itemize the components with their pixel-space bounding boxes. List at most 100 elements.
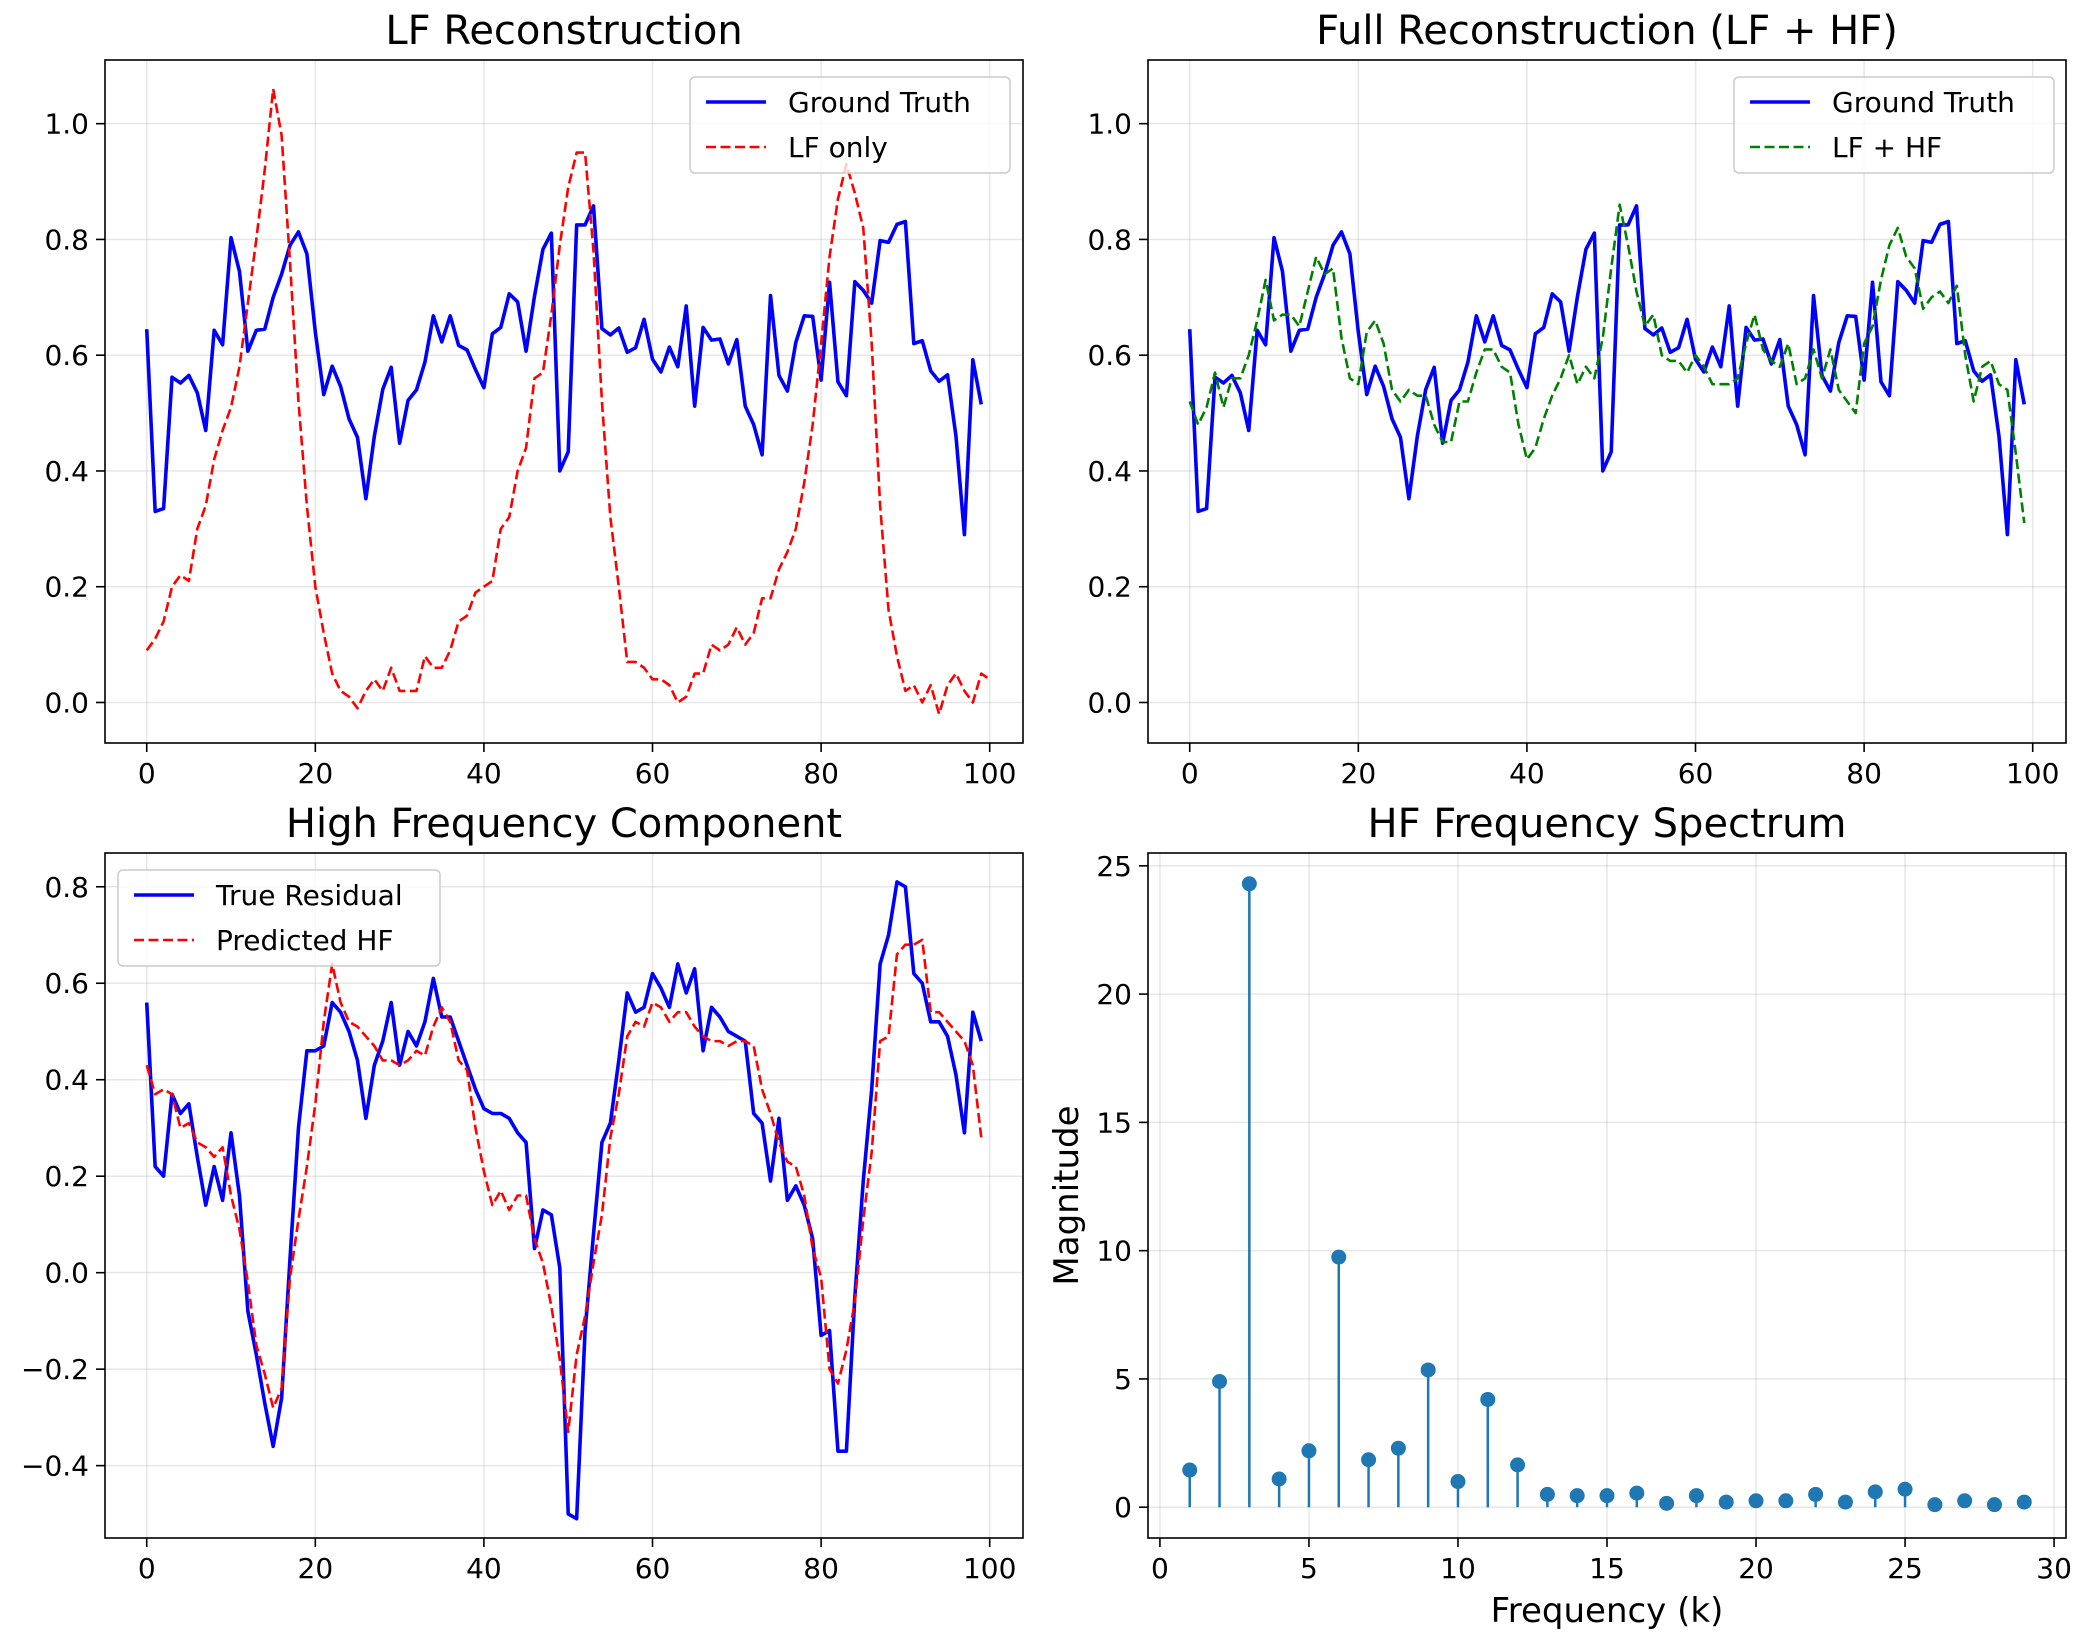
y-tick-label: 5	[1114, 1363, 1132, 1396]
panel-lf: 0 20 40 60 80 100 0.0 0.2 0.4 0.6 0.8 1.0 LF Reconst…	[44, 8, 1024, 790]
x-tick-label: 0	[1151, 1552, 1169, 1585]
x-tick-label: 25	[1887, 1552, 1923, 1585]
x-tick-label: 20	[298, 757, 334, 790]
legend-label: Ground Truth	[1832, 86, 2015, 119]
y-tick-label: 0.8	[1087, 223, 1132, 256]
legend-label: Ground Truth	[788, 86, 971, 119]
stem-marker	[1927, 1497, 1943, 1513]
stem-marker	[1897, 1481, 1913, 1497]
x-tick-label: 20	[1341, 757, 1377, 790]
stem-marker	[1867, 1484, 1883, 1500]
x-tick-label: 15	[1589, 1552, 1625, 1585]
plot-area	[144, 880, 983, 1521]
y-tick-label: 0.0	[44, 1257, 89, 1290]
stem-marker	[1331, 1249, 1347, 1265]
stem-marker	[1301, 1443, 1317, 1459]
axes-frame	[104, 59, 1024, 744]
series-line-ground-truth	[144, 204, 984, 537]
y-tick-label: 0.0	[44, 686, 89, 719]
stem-marker	[1748, 1493, 1764, 1509]
axes-frame	[104, 852, 1024, 1539]
y-tick-label: 0.6	[44, 967, 89, 1000]
x-tick-label: 0	[1181, 757, 1199, 790]
series-line-lf-only	[145, 87, 991, 716]
stem-marker	[1778, 1493, 1794, 1509]
y-tick-label: 15	[1096, 1106, 1132, 1139]
x-tick-label: 60	[635, 1552, 671, 1585]
x-tick-label: 0	[138, 1552, 156, 1585]
y-tick-label: 0.4	[1087, 455, 1132, 488]
y-tick-label: −0.4	[21, 1450, 89, 1483]
y-tick-label: 10	[1096, 1235, 1132, 1268]
series-line-predicted-hf	[145, 938, 983, 1434]
stem-marker	[1718, 1494, 1734, 1510]
x-tick-label: 10	[1440, 1552, 1476, 1585]
y-tick-label: 0.2	[44, 571, 89, 604]
plot-area	[144, 87, 991, 716]
legend-box	[1733, 76, 2055, 174]
stem-marker	[1390, 1440, 1406, 1456]
legend-box	[689, 76, 1011, 174]
series-line-ground-truth	[1187, 204, 2027, 537]
y-tick-label: 0	[1114, 1491, 1132, 1524]
x-tick-label: 30	[2036, 1552, 2072, 1585]
axes-frame	[1147, 59, 2067, 744]
stem-marker	[1629, 1485, 1645, 1501]
panel-full: 0 20 40 60 80 100 0.0 0.2 0.4 0.6 0.8 1.0 Full Recon…	[1087, 8, 2067, 790]
x-tick-label: 100	[963, 1552, 1016, 1585]
plot-area	[1182, 876, 2032, 1513]
y-tick-label: 25	[1096, 850, 1132, 883]
stem-marker	[1450, 1474, 1466, 1490]
y-tick-label: 0.6	[44, 339, 89, 372]
stem-marker	[1212, 1374, 1228, 1390]
x-tick-label: 20	[298, 1552, 334, 1585]
stem-marker	[2016, 1494, 2032, 1510]
x-tick-label: 80	[803, 1552, 839, 1585]
legend-label: LF only	[788, 131, 888, 164]
y-tick-label: 20	[1096, 978, 1132, 1011]
y-tick-label: −0.2	[21, 1353, 89, 1386]
stem-marker	[1808, 1486, 1824, 1502]
stem-marker	[1688, 1488, 1704, 1504]
legend-label: True Residual	[215, 879, 403, 912]
x-tick-label: 40	[1509, 757, 1545, 790]
panel-hf: 0 20 40 60 80 100 −0.4 −0.2 0.0 0.2 0.4 0.6 0.8 High …	[21, 801, 1024, 1585]
x-tick-label: 60	[635, 757, 671, 790]
stem-marker	[1241, 876, 1257, 892]
y-tick-label: 1.0	[44, 108, 89, 141]
stem-marker	[1182, 1462, 1198, 1478]
x-tick-label: 80	[1846, 757, 1882, 790]
y-tick-label: 0.2	[44, 1160, 89, 1193]
y-tick-label: 0.8	[44, 871, 89, 904]
stem-marker	[1510, 1457, 1526, 1473]
chart-title: Full Reconstruction (LF + HF)	[1316, 8, 1898, 54]
legend-label: LF + HF	[1832, 131, 1942, 164]
y-tick-label: 0.4	[44, 455, 89, 488]
legend: True Residual Predicted HF	[117, 869, 441, 967]
x-tick-label: 40	[466, 1552, 502, 1585]
x-tick-label: 100	[2006, 757, 2059, 790]
panel-spectrum: 0 5 10 15 20 25 30 0 5 10 15 20 25 HF Frequency Spect…	[1047, 801, 2072, 1631]
legend-label: Predicted HF	[216, 924, 394, 957]
legend: Ground Truth LF + HF	[1733, 76, 2055, 174]
y-tick-label: 0.8	[44, 223, 89, 256]
stem-marker	[1480, 1391, 1496, 1407]
stem-marker	[1420, 1362, 1436, 1378]
x-tick-label: 5	[1300, 1552, 1318, 1585]
y-tick-label: 0.2	[1087, 571, 1132, 604]
chart-title: HF Frequency Spectrum	[1368, 801, 1847, 847]
series-line-lf-hf	[1188, 203, 2026, 524]
x-tick-label: 40	[466, 757, 502, 790]
chart-title: LF Reconstruction	[385, 8, 742, 54]
x-tick-label: 100	[963, 757, 1016, 790]
stem-marker	[1569, 1488, 1585, 1504]
y-tick-label: 0.4	[44, 1064, 89, 1097]
legend-box	[117, 869, 441, 967]
series-line-true-residual	[144, 880, 983, 1521]
y-tick-label: 0.0	[1087, 686, 1132, 719]
stem-marker	[1957, 1493, 1973, 1509]
x-tick-label: 20	[1738, 1552, 1774, 1585]
x-axis-label: Frequency (k)	[1491, 1591, 1724, 1631]
stem-marker	[1659, 1495, 1675, 1511]
